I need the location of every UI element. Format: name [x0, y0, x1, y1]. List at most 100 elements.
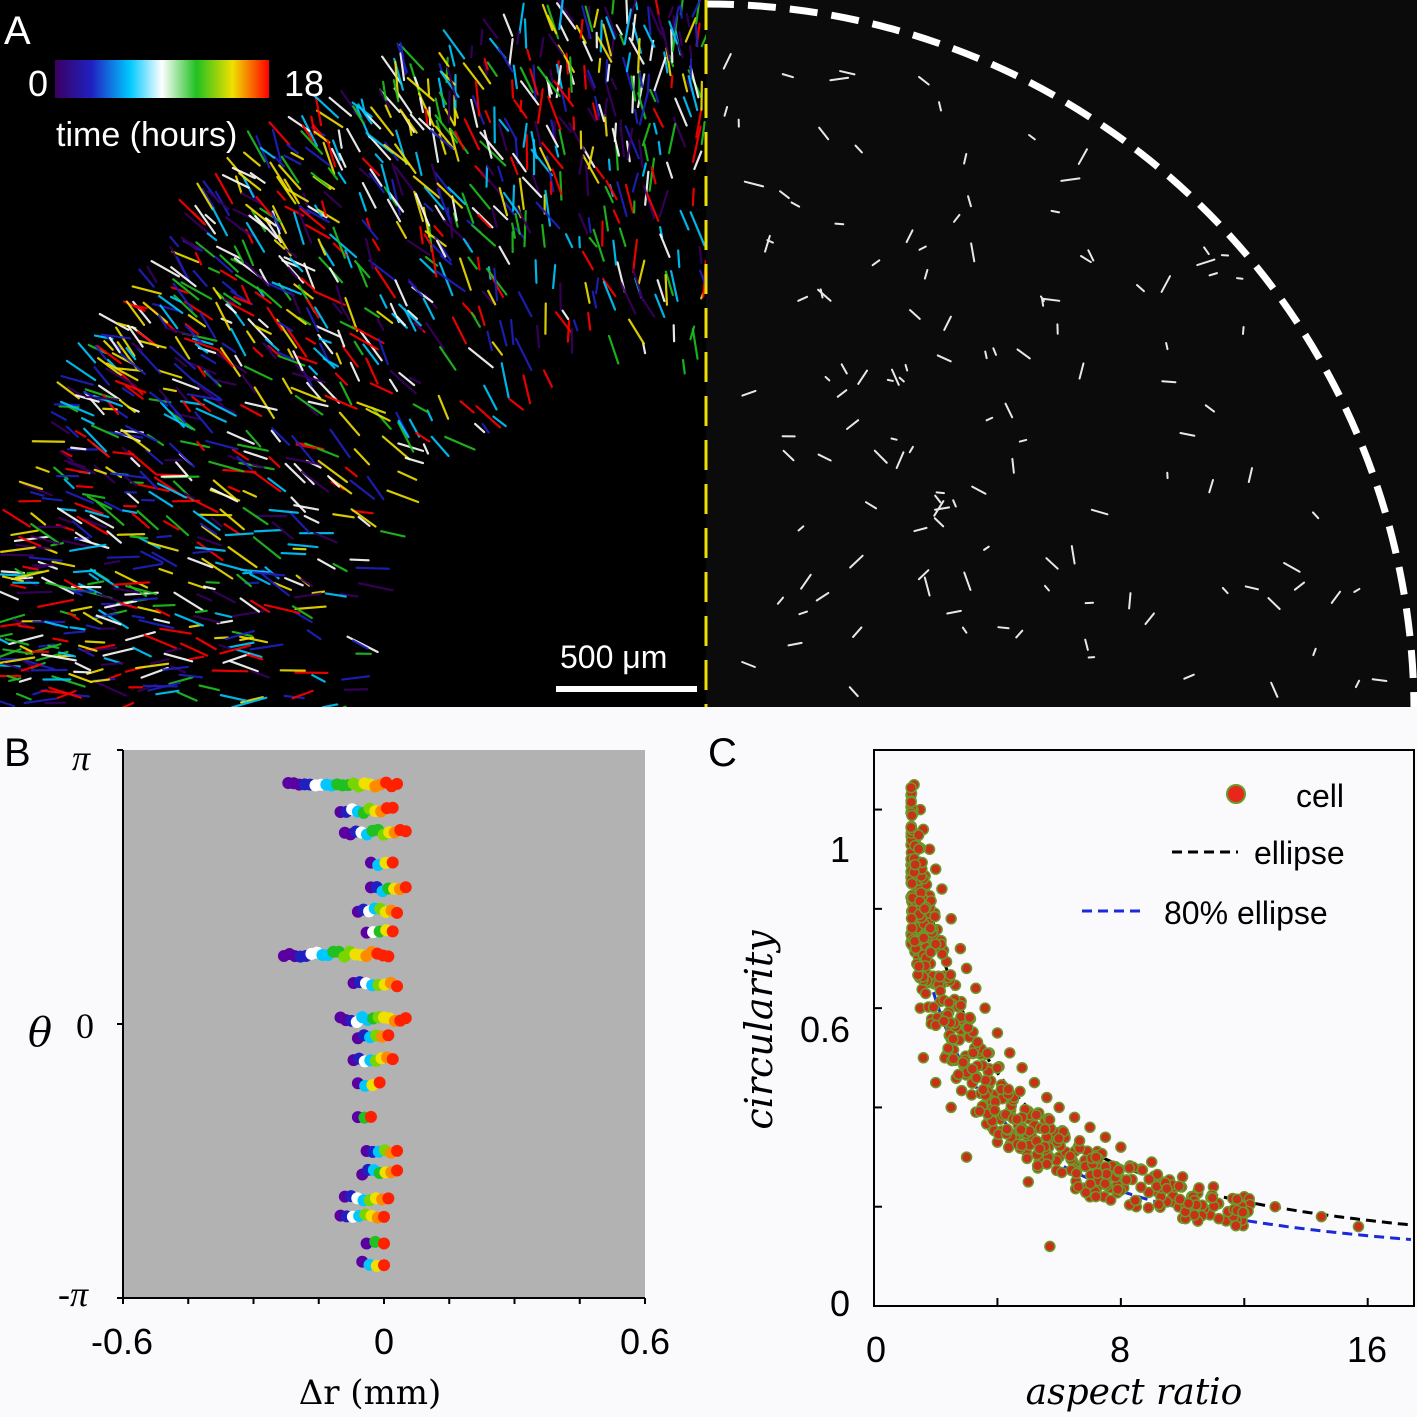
cell-track: [515, 206, 532, 234]
cell-track: [293, 211, 305, 245]
cell-track: [304, 146, 331, 167]
cell-track: [292, 547, 307, 551]
cell-track: [438, 91, 448, 106]
cell-track: [380, 530, 406, 538]
cell-point: [1068, 1111, 1081, 1124]
cell-track: [168, 442, 196, 468]
cell-track: [234, 354, 243, 367]
cell-track: [652, 122, 658, 135]
cell: [873, 449, 888, 464]
cell: [800, 573, 812, 590]
cell-track: [353, 340, 364, 356]
cell-point: [1053, 1101, 1065, 1114]
cell-track: [271, 521, 294, 540]
cell-point: [917, 932, 930, 944]
cell-track: [591, 102, 598, 121]
cell-track: [131, 512, 150, 529]
cell-track: [616, 181, 628, 218]
cell: [985, 416, 994, 422]
cell-track: [382, 80, 387, 101]
cell-track: [271, 281, 303, 296]
cell-track: [362, 343, 380, 366]
cell: [905, 229, 914, 244]
cell-track: [536, 88, 544, 124]
cell-track: [97, 384, 122, 402]
track-point: [386, 801, 399, 814]
cell-point: [1021, 1152, 1033, 1165]
cell-track: [132, 646, 152, 658]
cell-track: [125, 584, 158, 596]
cell-track: [587, 217, 592, 234]
cell: [908, 445, 914, 454]
cell: [1004, 402, 1014, 419]
cell-point: [1112, 1164, 1125, 1176]
cell-point: [1120, 1174, 1133, 1186]
cell-track: [0, 632, 13, 638]
cell: [852, 626, 863, 638]
cell-track: [268, 121, 291, 146]
cell-track: [4, 637, 30, 646]
cell-track: [437, 77, 446, 108]
cell-track: [285, 456, 323, 466]
cell-point: [1053, 1132, 1065, 1145]
cell-track: [89, 678, 111, 683]
cell-track: [74, 662, 92, 672]
cell-track: [679, 209, 690, 231]
cell-track: [197, 365, 207, 378]
cell-track: [634, 108, 639, 125]
cell-track: [156, 534, 173, 539]
cell-track: [349, 479, 376, 500]
cell-track: [83, 391, 105, 416]
cell-track: [74, 531, 92, 544]
plot-b-xtick-left: -0.6: [91, 1321, 153, 1362]
cell-track: [384, 104, 392, 119]
cell-track: [19, 645, 33, 653]
cell-track: [190, 377, 222, 400]
cell-track: [131, 342, 143, 352]
cell-track: [224, 629, 255, 641]
cell-track: [235, 273, 264, 293]
cell: [815, 591, 830, 602]
cell-track: [482, 18, 499, 39]
cell-track: [304, 223, 331, 240]
cell-track: [583, 64, 587, 90]
cell-track: [208, 460, 245, 473]
cell-track: [305, 337, 317, 345]
cell-snapshot-image: [722, 53, 1388, 698]
cell-track: [187, 314, 207, 328]
cell-track: [270, 212, 282, 231]
cell: [781, 73, 794, 79]
cell-track: [498, 245, 511, 265]
cell-track: [339, 320, 356, 330]
cell-track: [253, 528, 284, 533]
cell-track: [308, 365, 318, 376]
cell-track: [469, 98, 479, 128]
cell: [1028, 133, 1036, 141]
cell-point: [912, 843, 925, 855]
cell-track: [253, 386, 275, 419]
cell-track: [192, 269, 208, 287]
cell-track: [406, 239, 431, 256]
cell-track: [18, 535, 42, 548]
cell: [918, 75, 930, 86]
cell-point: [979, 1074, 992, 1087]
cell: [1221, 586, 1229, 595]
cell-point: [957, 1056, 969, 1069]
cell-point: [929, 1076, 942, 1089]
cell-track: [245, 203, 272, 225]
cell-track: [474, 80, 481, 117]
cell-track: [337, 129, 343, 149]
cell-track: [408, 376, 422, 384]
cell-track: [211, 517, 223, 528]
cell-track: [435, 239, 447, 258]
plot-c-ytick-top: 1: [830, 829, 850, 870]
cell-point: [929, 863, 942, 875]
cell-track: [180, 281, 213, 300]
cell-track: [650, 166, 657, 185]
cell-point: [960, 1151, 973, 1163]
cell: [845, 419, 860, 430]
cell-track: [386, 489, 420, 504]
cell-track: [531, 173, 542, 198]
cell-point: [1073, 1135, 1086, 1147]
cell-track: [249, 573, 271, 586]
